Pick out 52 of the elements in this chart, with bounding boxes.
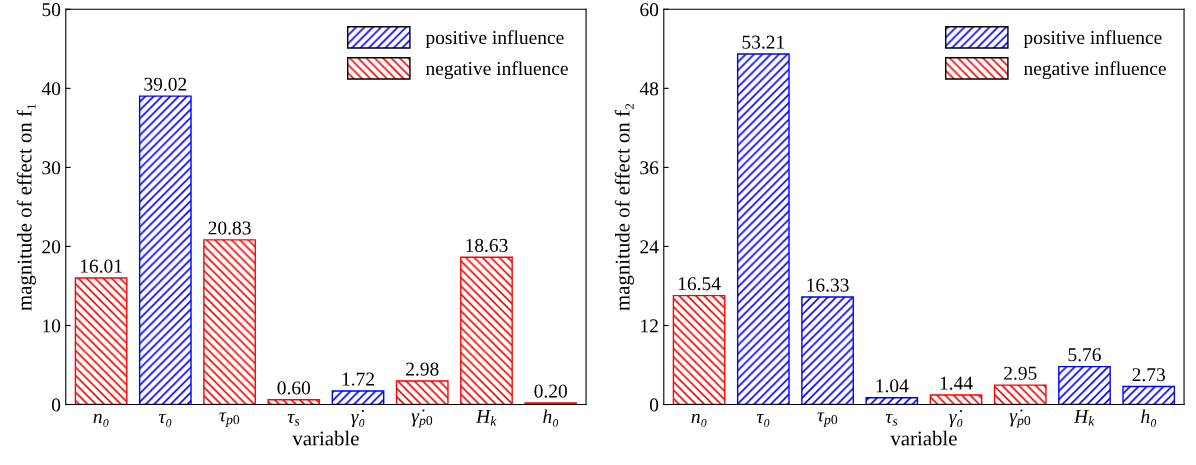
x-tick-label: τ$_{s}$	[885, 413, 898, 426]
data-label: 18.63	[466, 238, 508, 253]
data-label: 16.54	[678, 277, 721, 291]
y-tick-label: 24	[640, 240, 659, 254]
legend-label: positive influence	[1023, 30, 1162, 49]
x-tick-label: n₀	[93, 413, 109, 427]
data-label: 1.72	[342, 372, 374, 386]
y-tick-label: 30	[42, 161, 61, 175]
x-tick-label: τ$_{p0}$	[219, 412, 240, 427]
x-tick-label: H$_{k}$	[1073, 410, 1095, 426]
x-tick-label: h₀	[543, 409, 559, 427]
y-tick-label: 60	[640, 3, 659, 17]
y-axis-title: magnitude of effect on f₁	[16, 104, 36, 311]
y-tick-label: 12	[641, 319, 658, 333]
y-tick-label: 10	[43, 319, 61, 333]
x-tick-label: τ₀	[756, 413, 770, 427]
x-axis-title: variable	[890, 430, 957, 446]
data-label: 16.01	[80, 259, 122, 273]
x-tick-label: h₀	[1141, 409, 1157, 427]
x-tick-label: τ₀	[158, 413, 172, 427]
y-tick-label: 40	[41, 82, 61, 96]
data-label: 2.98	[406, 362, 439, 376]
x-tick-label: H$_{k}$	[475, 410, 497, 426]
data-label: 1.04	[876, 379, 909, 393]
data-label: 2.95	[1004, 366, 1037, 380]
x-tick-label: γ̇₀	[949, 410, 963, 428]
x-axis-title: variable	[292, 430, 359, 446]
x-tick-label: γ̇$_{p0}$	[411, 409, 433, 428]
data-label: 2.73	[1132, 368, 1165, 382]
y-tick-label: 20	[42, 240, 61, 254]
data-label: 5.76	[1068, 348, 1101, 362]
data-label: 53.21	[742, 35, 785, 49]
x-tick-label: τ$_{p0}$	[817, 412, 838, 427]
legend-label: positive influence	[425, 30, 564, 49]
data-label: 20.83	[208, 221, 251, 235]
x-tick-label: τ$_{s}$	[287, 413, 300, 426]
y-tick-label: 50	[42, 3, 61, 17]
y-tick-label: 36	[640, 161, 659, 175]
x-tick-label: γ̇₀	[351, 410, 365, 428]
y-tick-label: 0	[649, 398, 659, 412]
data-label: 16.33	[807, 278, 849, 292]
y-tick-label: 0	[51, 398, 61, 412]
x-tick-label: n₀	[691, 413, 707, 427]
x-tick-label: γ̇$_{p0}$	[1009, 409, 1031, 428]
legend-label: negative influence	[425, 61, 568, 80]
y-tick-label: 48	[639, 82, 659, 96]
y-axis-title: magnitude of effect on f₂	[614, 103, 634, 311]
legend-label: negative influence	[1023, 61, 1166, 80]
data-label: 0.60	[277, 381, 311, 395]
data-label: 39.02	[144, 77, 187, 91]
data-label: 0.20	[534, 384, 567, 398]
data-label: 1.44	[940, 376, 973, 390]
